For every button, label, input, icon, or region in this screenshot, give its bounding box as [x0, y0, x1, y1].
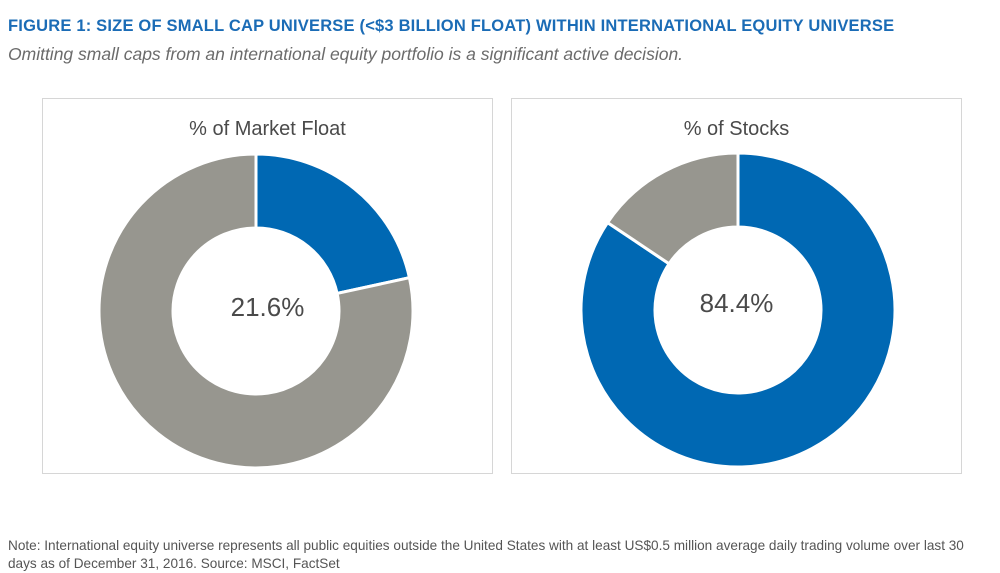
donut-slice-0-1 — [97, 152, 415, 470]
center-label-market-float: 21.6% — [230, 292, 305, 322]
chart-panel-market-float: % of Market Float 21.6% — [42, 98, 493, 474]
chart-title-market-float: % of Market Float — [189, 118, 346, 140]
figure-subtitle: Omitting small caps from an internationa… — [8, 44, 684, 64]
chart-panel-stocks: % of Stocks 84.4% — [511, 98, 962, 474]
donut-slice-1-0 — [579, 151, 897, 469]
donut-slice-1-1 — [605, 151, 740, 266]
donut-slice-0-0 — [254, 152, 412, 296]
chart-title-stocks: % of Stocks — [683, 118, 790, 140]
donut-chart-stocks — [579, 151, 897, 469]
center-label-stocks: 84.4% — [699, 288, 774, 318]
footnote: Note: International equity universe repr… — [8, 538, 964, 571]
donut-chart-market-float — [97, 152, 415, 470]
figure-title: FIGURE 1: SIZE OF SMALL CAP UNIVERSE (<$… — [8, 17, 895, 35]
